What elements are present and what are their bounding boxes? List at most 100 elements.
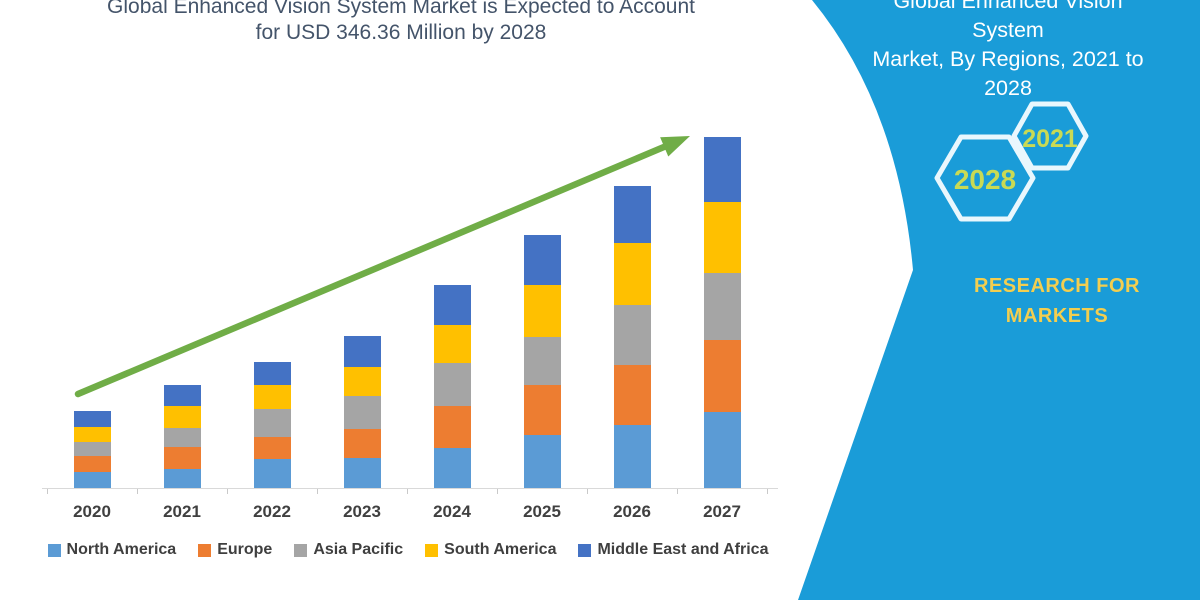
bar-2027-segment-europe bbox=[703, 340, 741, 412]
bar-2022-segment-middle-east-and-africa bbox=[253, 362, 291, 385]
x-axis-label-2023: 2023 bbox=[343, 502, 381, 521]
x-axis-tick bbox=[47, 489, 48, 494]
bar-2023-segment-south-america bbox=[343, 367, 381, 396]
bar-2023-segment-north-america bbox=[343, 458, 381, 488]
x-axis-label-2026: 2026 bbox=[613, 502, 651, 521]
side-panel-heading: Global Enhanced Vision System Market, By… bbox=[858, 0, 1158, 103]
brand-text: RESEARCH FOR MARKETS bbox=[937, 271, 1177, 331]
bar-2024-segment-middle-east-and-africa bbox=[433, 285, 471, 325]
bar-2025-segment-europe bbox=[523, 385, 561, 435]
side-panel-heading-line3: 2028 bbox=[984, 76, 1032, 100]
trend-arrow-line bbox=[74, 143, 668, 398]
bar-2024-segment-south-america bbox=[433, 325, 471, 363]
legend-item-europe: Europe bbox=[198, 541, 272, 559]
bar-2024 bbox=[433, 285, 471, 488]
bar-2026-segment-south-america bbox=[613, 243, 651, 305]
bar-2027-segment-south-america bbox=[703, 202, 741, 273]
bar-2020-segment-south-america bbox=[73, 427, 111, 442]
chart-legend: North America Europe Asia Pacific South Ame… bbox=[0, 541, 816, 559]
x-axis-tick bbox=[317, 489, 318, 494]
x-axis-label-2025: 2025 bbox=[523, 502, 561, 521]
bar-2027-segment-asia-pacific bbox=[703, 273, 741, 340]
bar-2025-segment-south-america bbox=[523, 285, 561, 337]
bar-2022 bbox=[253, 362, 291, 488]
bar-2024-segment-asia-pacific bbox=[433, 363, 471, 406]
bar-2027 bbox=[703, 137, 741, 488]
x-axis-tick bbox=[407, 489, 408, 494]
legend-label-north-america: North America bbox=[66, 541, 177, 558]
chart-title-line2: for USD 346.36 Million by 2028 bbox=[255, 21, 547, 44]
legend-item-middle-east-and-africa: Middle East and Africa bbox=[578, 541, 768, 559]
legend-swatch-middle-east-and-africa-icon bbox=[578, 543, 592, 557]
bar-2022-segment-north-america bbox=[253, 459, 291, 488]
hexagon-2028-outline-icon bbox=[934, 134, 1036, 222]
x-axis-label-2021: 2021 bbox=[163, 502, 201, 521]
brand-line1: RESEARCH FOR bbox=[973, 275, 1140, 297]
hexagon-2021-label: 2021 bbox=[1022, 125, 1078, 153]
x-axis-tick bbox=[227, 489, 228, 494]
bar-2020-segment-middle-east-and-africa bbox=[73, 411, 111, 427]
trend-arrow-head-icon bbox=[660, 136, 690, 157]
hexagon-2028-label: 2028 bbox=[954, 164, 1016, 195]
bar-2021-segment-middle-east-and-africa bbox=[163, 385, 201, 406]
bar-2022-segment-asia-pacific bbox=[253, 409, 291, 437]
bar-2025-segment-north-america bbox=[523, 435, 561, 488]
bar-2026-segment-europe bbox=[613, 365, 651, 425]
hexagon-2021-badge: 2021 bbox=[1011, 101, 1089, 171]
legend-label-south-america: South America bbox=[444, 541, 557, 558]
x-axis-tick bbox=[767, 489, 768, 494]
bar-2022-segment-south-america bbox=[253, 385, 291, 409]
legend-swatch-north-america-icon bbox=[47, 543, 61, 557]
bar-2024-segment-europe bbox=[433, 406, 471, 448]
side-panel-heading-line2: Market, By Regions, 2021 to bbox=[872, 47, 1144, 71]
legend-item-south-america: South America bbox=[425, 541, 556, 559]
chart-title-line1: Global Enhanced Vision System Market is … bbox=[107, 0, 695, 18]
x-axis-tick bbox=[497, 489, 498, 494]
bar-2023 bbox=[343, 336, 381, 488]
legend-swatch-south-america-icon bbox=[425, 543, 439, 557]
bar-2026-segment-north-america bbox=[613, 425, 651, 488]
bar-2026-segment-middle-east-and-africa bbox=[613, 186, 651, 243]
legend-item-asia-pacific: Asia Pacific bbox=[294, 541, 403, 559]
bar-2020-segment-north-america bbox=[73, 472, 111, 488]
x-axis-label-2027: 2027 bbox=[703, 502, 741, 521]
bar-2020 bbox=[73, 411, 111, 488]
bar-2021-segment-south-america bbox=[163, 406, 201, 428]
legend-item-north-america: North America bbox=[47, 541, 177, 559]
bar-2025-segment-middle-east-and-africa bbox=[523, 235, 561, 285]
hexagon-2021-outline-icon bbox=[1011, 101, 1089, 171]
x-axis-tick bbox=[137, 489, 138, 494]
side-panel-heading-line1: Global Enhanced Vision System bbox=[893, 0, 1123, 42]
bar-2021-segment-europe bbox=[163, 447, 201, 469]
bar-2022-segment-europe bbox=[253, 437, 291, 459]
x-axis-tick bbox=[677, 489, 678, 494]
bar-2024-segment-north-america bbox=[433, 448, 471, 488]
bar-2021-segment-north-america bbox=[163, 469, 201, 488]
bar-2025-segment-asia-pacific bbox=[523, 337, 561, 385]
x-axis-label-2020: 2020 bbox=[73, 502, 111, 521]
bar-2021 bbox=[163, 385, 201, 488]
bar-2021-segment-asia-pacific bbox=[163, 428, 201, 447]
bar-2026-segment-asia-pacific bbox=[613, 305, 651, 365]
brand-line2: MARKETS bbox=[1005, 305, 1109, 327]
side-panel-background-shape bbox=[798, 0, 1200, 600]
bar-2023-segment-asia-pacific bbox=[343, 396, 381, 429]
chart-title: Global Enhanced Vision System Market is … bbox=[0, 0, 802, 46]
hexagon-2028-badge: 2028 bbox=[934, 134, 1036, 222]
bar-2025 bbox=[523, 235, 561, 488]
x-axis-line bbox=[42, 488, 778, 489]
x-axis-label-2022: 2022 bbox=[253, 502, 291, 521]
bar-2020-segment-europe bbox=[73, 456, 111, 472]
bar-2023-segment-europe bbox=[343, 429, 381, 458]
bar-2020-segment-asia-pacific bbox=[73, 442, 111, 456]
legend-label-middle-east-and-africa: Middle East and Africa bbox=[597, 541, 769, 558]
legend-label-asia-pacific: Asia Pacific bbox=[313, 541, 404, 558]
bar-2027-segment-middle-east-and-africa bbox=[703, 137, 741, 202]
legend-swatch-europe-icon bbox=[198, 543, 212, 557]
bar-2023-segment-middle-east-and-africa bbox=[343, 336, 381, 367]
